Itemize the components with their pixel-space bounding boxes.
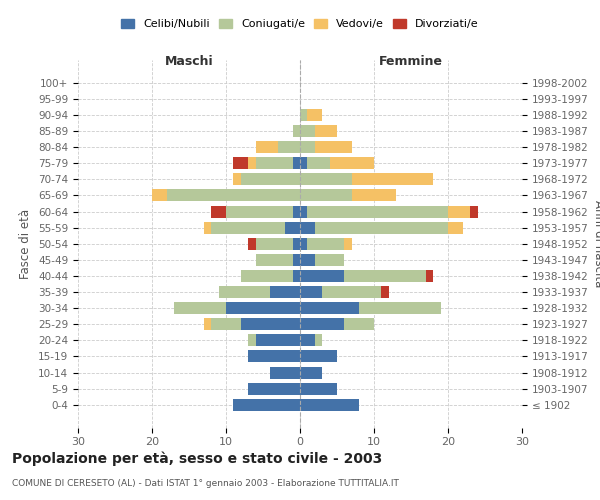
Bar <box>315 141 352 153</box>
Bar <box>233 398 300 411</box>
Bar <box>300 286 322 298</box>
Bar <box>300 382 337 394</box>
Bar <box>248 334 256 346</box>
Bar <box>315 222 448 234</box>
Bar <box>174 302 226 314</box>
Bar <box>211 318 241 330</box>
Bar <box>167 190 300 202</box>
Bar <box>256 254 293 266</box>
Bar <box>352 174 433 186</box>
Bar <box>218 286 271 298</box>
Bar <box>300 350 337 362</box>
Bar <box>307 109 322 121</box>
Bar <box>293 157 300 170</box>
Bar <box>300 125 315 137</box>
Bar <box>300 302 359 314</box>
Bar <box>300 222 315 234</box>
Bar <box>256 157 293 170</box>
Bar <box>300 141 315 153</box>
Bar <box>307 157 329 170</box>
Bar <box>293 270 300 282</box>
Bar <box>307 206 448 218</box>
Bar <box>293 206 300 218</box>
Bar <box>300 398 359 411</box>
Legend: Celibi/Nubili, Coniugati/e, Vedovi/e, Divorziati/e: Celibi/Nubili, Coniugati/e, Vedovi/e, Di… <box>117 14 483 34</box>
Bar <box>293 125 300 137</box>
Bar <box>248 382 300 394</box>
Bar <box>448 206 470 218</box>
Bar <box>204 318 211 330</box>
Bar <box>344 270 426 282</box>
Bar <box>248 157 256 170</box>
Bar <box>352 190 396 202</box>
Bar <box>315 125 337 137</box>
Bar <box>233 157 248 170</box>
Bar <box>271 366 300 378</box>
Bar <box>315 334 322 346</box>
Bar <box>211 206 226 218</box>
Y-axis label: Fasce di età: Fasce di età <box>19 208 32 279</box>
Bar <box>300 238 307 250</box>
Bar <box>300 206 307 218</box>
Bar <box>241 318 300 330</box>
Bar <box>271 286 300 298</box>
Bar <box>426 270 433 282</box>
Bar <box>300 334 315 346</box>
Bar <box>315 254 344 266</box>
Bar <box>248 350 300 362</box>
Bar <box>307 238 344 250</box>
Bar <box>241 174 300 186</box>
Bar <box>226 302 300 314</box>
Bar <box>204 222 211 234</box>
Text: Femmine: Femmine <box>379 56 443 68</box>
Text: Popolazione per età, sesso e stato civile - 2003: Popolazione per età, sesso e stato civil… <box>12 451 382 466</box>
Bar <box>322 286 382 298</box>
Bar <box>300 109 307 121</box>
Bar <box>285 222 300 234</box>
Bar <box>293 254 300 266</box>
Bar <box>248 238 256 250</box>
Bar <box>344 238 352 250</box>
Bar <box>152 190 167 202</box>
Bar <box>344 318 374 330</box>
Text: COMUNE DI CERESETO (AL) - Dati ISTAT 1° gennaio 2003 - Elaborazione TUTTITALIA.I: COMUNE DI CERESETO (AL) - Dati ISTAT 1° … <box>12 479 399 488</box>
Bar <box>359 302 440 314</box>
Bar <box>241 270 293 282</box>
Y-axis label: Anni di nascita: Anni di nascita <box>592 200 600 288</box>
Bar <box>256 141 278 153</box>
Bar <box>300 190 352 202</box>
Bar <box>233 174 241 186</box>
Bar <box>256 334 300 346</box>
Bar <box>300 318 344 330</box>
Bar <box>470 206 478 218</box>
Bar <box>256 238 293 250</box>
Bar <box>382 286 389 298</box>
Bar <box>300 157 307 170</box>
Bar <box>211 222 285 234</box>
Bar <box>278 141 300 153</box>
Bar <box>300 270 344 282</box>
Bar <box>448 222 463 234</box>
Bar <box>300 174 352 186</box>
Bar <box>329 157 374 170</box>
Bar <box>226 206 293 218</box>
Text: Maschi: Maschi <box>164 56 214 68</box>
Bar <box>300 254 315 266</box>
Bar <box>300 366 322 378</box>
Bar <box>293 238 300 250</box>
